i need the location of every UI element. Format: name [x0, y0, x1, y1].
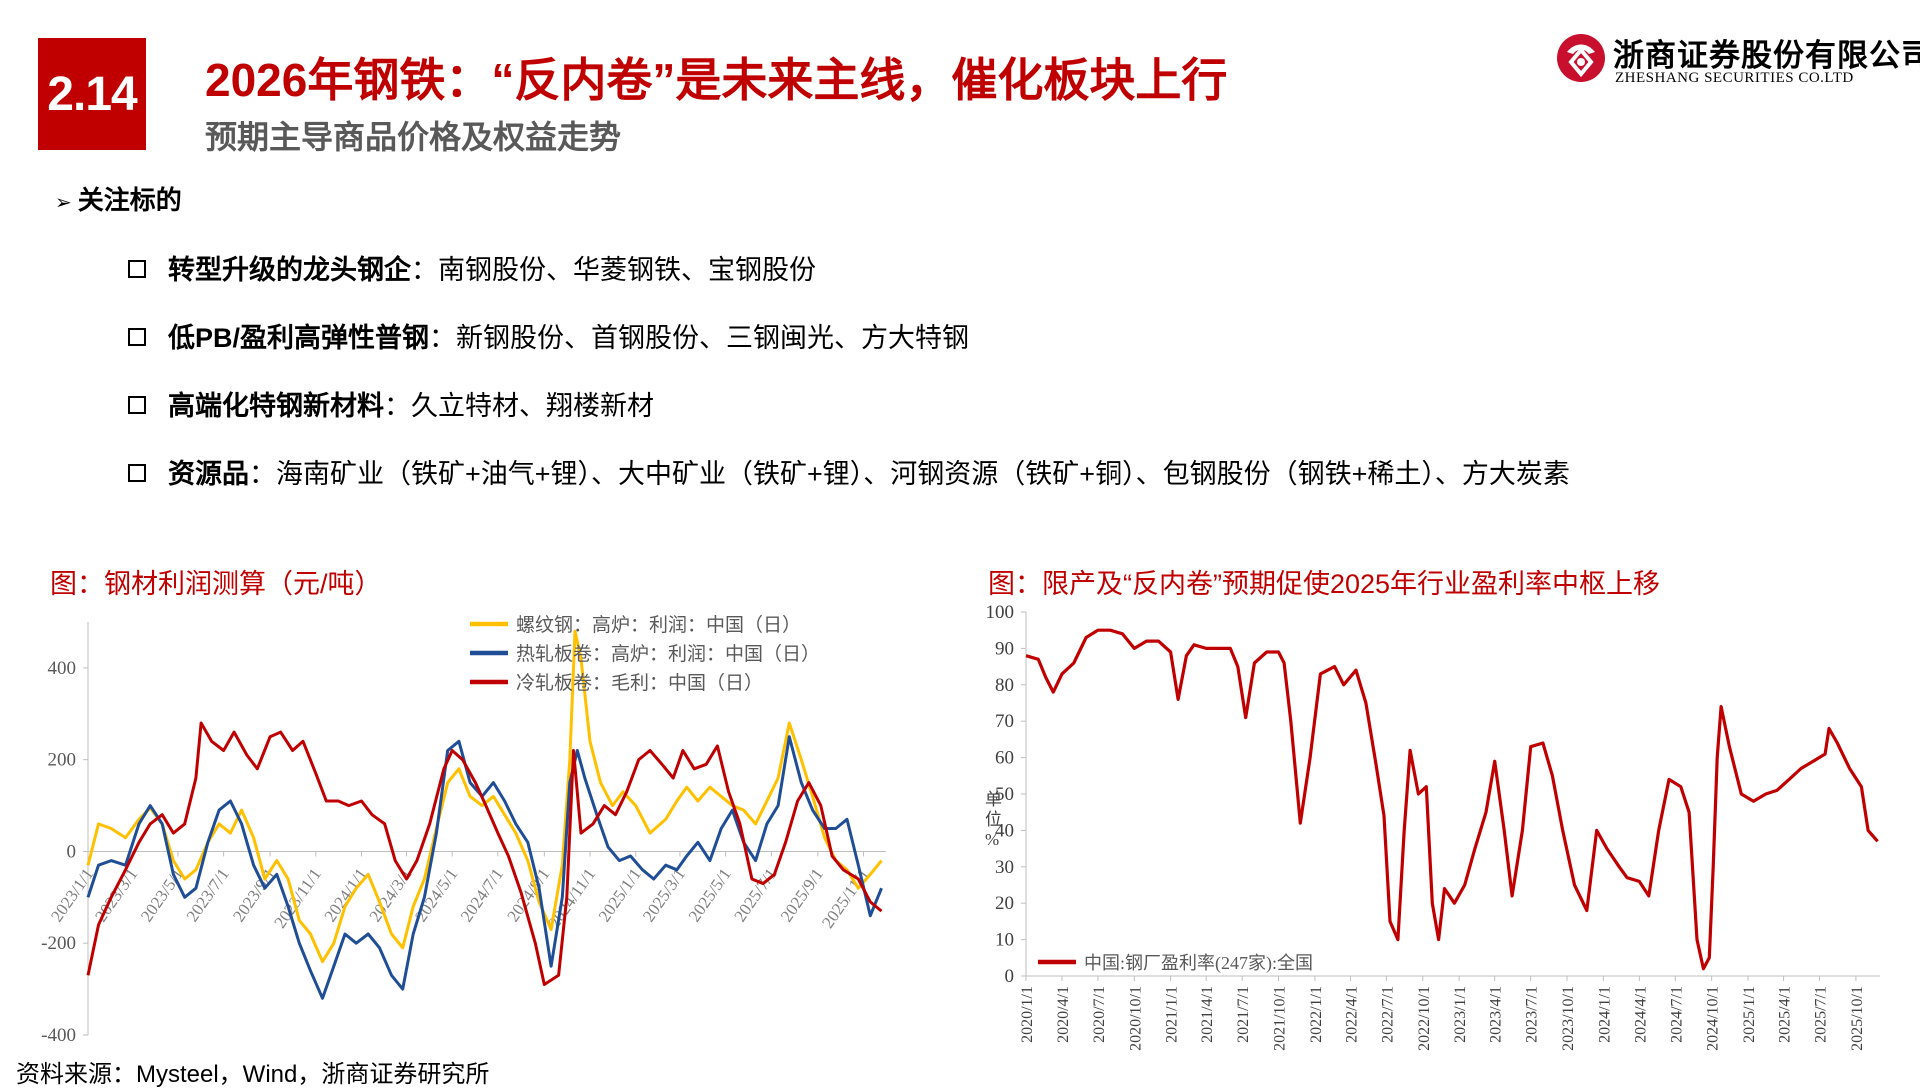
y-tick-label: 400	[48, 658, 77, 679]
focus-item: 转型升级的龙头钢企：南钢股份、华菱钢铁、宝钢股份	[128, 248, 816, 287]
focus-item: 高端化特钢新材料：久立特材、翔楼新材	[128, 384, 654, 423]
x-tick-label: 2024/10/1	[1705, 986, 1722, 1051]
x-tick-label: 2023/7/1	[1524, 986, 1541, 1043]
focus-heading: ➢ 关注标的	[55, 180, 182, 217]
y-tick-label: 0	[67, 841, 77, 862]
x-tick-label: 2021/7/1	[1235, 986, 1252, 1043]
y-tick-label: 100	[986, 602, 1015, 623]
page-subtitle: 预期主导商品价格及权益走势	[205, 119, 622, 155]
y-tick-label: -400	[41, 1025, 76, 1046]
legend-label: 热轧板卷：高炉：利润：中国（日）	[516, 643, 820, 665]
y-tick-label: 20	[995, 893, 1014, 914]
y-unit-label: 单位%	[985, 790, 1002, 849]
focus-item-category: 转型升级的龙头钢企	[168, 255, 411, 285]
company-logo: 浙商证券股份有限公司 ZHESHANG SECURITIES CO.LTD	[1555, 28, 1920, 92]
source-note: 资料来源：Mysteel，Wind，浙商证券研究所	[16, 1061, 490, 1088]
x-tick-label: 2025/9/1	[777, 865, 827, 925]
x-tick-label: 2020/4/1	[1055, 986, 1072, 1043]
focus-item-category: 低PB/盈利高弹性普钢	[168, 323, 430, 353]
series-line-2	[86, 735, 883, 1000]
square-bullet-icon	[128, 395, 146, 414]
x-tick-label: 2022/4/1	[1343, 986, 1360, 1043]
series-line-1	[86, 629, 883, 964]
series-line-1	[1025, 628, 1879, 971]
x-tick-label: 2023/1/1	[1452, 986, 1469, 1043]
x-tick-label: 2025/5/1	[685, 865, 735, 925]
x-tick-label: 2023/3/1	[91, 865, 141, 925]
x-tick-label: 2020/7/1	[1091, 986, 1108, 1043]
y-tick-label: 60	[995, 748, 1014, 769]
x-tick-label: 2025/1/1	[1741, 986, 1758, 1043]
x-tick-label: 2023/5/1	[137, 865, 187, 925]
y-tick-label: 30	[995, 857, 1014, 878]
focus-item-category: 资源品	[168, 459, 249, 489]
chart1-title: 图：钢材利润测算（元/吨）	[50, 569, 382, 599]
y-tick-label: 80	[995, 675, 1014, 696]
x-tick-label: 2024/4/1	[1632, 986, 1649, 1043]
focus-item-stocks: ：海南矿业（铁矿+油气+锂）、大中矿业（铁矿+锂）、河钢资源（铁矿+铜）、包钢股…	[249, 459, 1570, 489]
y-tick-label: 90	[995, 638, 1014, 659]
chart2-title: 图：限产及“反内卷”预期促使2025年行业盈利率中枢上移	[988, 569, 1661, 599]
x-tick-label: 2025/4/1	[1777, 986, 1794, 1043]
company-name-cn: 浙商证券股份有限公司	[1613, 38, 1920, 73]
x-tick-label: 2024/1/1	[321, 865, 371, 925]
focus-item: 低PB/盈利高弹性普钢：新钢股份、首钢股份、三钢闽光、方大特钢	[128, 316, 969, 355]
company-logo-icon	[1557, 34, 1605, 82]
focus-item-stocks: ：新钢股份、首钢股份、三钢闽光、方大特钢	[429, 323, 970, 353]
page-title: 2026年钢铁：“反内卷”是未来主线，催化板块上行	[205, 54, 1228, 106]
x-tick-label: 2022/10/1	[1416, 986, 1433, 1051]
y-tick-label: -200	[41, 933, 76, 954]
x-tick-label: 2023/9/1	[229, 865, 279, 925]
x-tick-label: 2023/4/1	[1488, 986, 1505, 1043]
y-tick-label: 70	[995, 711, 1014, 732]
series-line-3	[86, 721, 883, 986]
company-name-en: ZHESHANG SECURITIES CO.LTD	[1615, 70, 1854, 86]
y-tick-label: 10	[995, 930, 1014, 951]
focus-item-stocks: ：南钢股份、华菱钢铁、宝钢股份	[411, 255, 816, 285]
focus-heading-text: 关注标的	[77, 185, 182, 215]
legend-label: 冷轧板卷：毛利：中国（日）	[516, 672, 763, 694]
x-tick-label: 2020/1/1	[1019, 986, 1036, 1043]
steel-profit-chart: -400-20002004002023/1/12023/3/12023/5/12…	[41, 614, 886, 1046]
x-tick-label: 2025/10/1	[1849, 986, 1866, 1051]
x-tick-label: 2024/1/1	[1596, 986, 1613, 1043]
y-tick-label: 40	[995, 820, 1014, 841]
square-bullet-icon	[128, 463, 146, 482]
x-tick-label: 2025/11/1	[818, 865, 873, 932]
legend-label: 中国:钢厂盈利率(247家):全国	[1084, 953, 1313, 974]
focus-item: 资源品：海南矿业（铁矿+油气+锂）、大中矿业（铁矿+锂）、河钢资源（铁矿+铜）、…	[128, 452, 1570, 491]
section-number-badge: 2.14	[38, 38, 146, 150]
x-tick-label: 2022/7/1	[1379, 986, 1396, 1043]
arrow-bullet-icon: ➢	[55, 192, 72, 214]
x-tick-label: 2021/10/1	[1272, 986, 1289, 1051]
x-tick-label: 2024/7/1	[1668, 986, 1685, 1043]
x-tick-label: 2022/1/1	[1308, 986, 1325, 1043]
y-tick-label: 200	[48, 750, 77, 771]
y-tick-label: 50	[995, 784, 1014, 805]
x-tick-label: 2025/1/1	[595, 865, 645, 925]
x-tick-label: 2021/1/1	[1164, 986, 1181, 1043]
mill-profitability-chart: 0 10 20 30 40 50 60 70 80 90 100 2020/1/1 2020/4/1 20…	[985, 602, 1880, 1051]
y-tick-label: 0	[1005, 966, 1015, 987]
square-bullet-icon	[128, 259, 146, 278]
focus-item-category: 高端化特钢新材料	[168, 391, 384, 421]
x-tick-label: 2020/10/1	[1127, 986, 1144, 1051]
legend-label: 螺纹钢：高炉：利润：中国（日）	[516, 614, 801, 636]
x-tick-label: 2025/7/1	[1813, 986, 1830, 1043]
focus-item-stocks: ：久立特材、翔楼新材	[384, 391, 654, 421]
square-bullet-icon	[128, 327, 146, 346]
x-tick-label: 2024/7/1	[457, 865, 507, 925]
x-tick-label: 2021/4/1	[1199, 986, 1216, 1043]
x-tick-label: 2023/10/1	[1560, 986, 1577, 1051]
